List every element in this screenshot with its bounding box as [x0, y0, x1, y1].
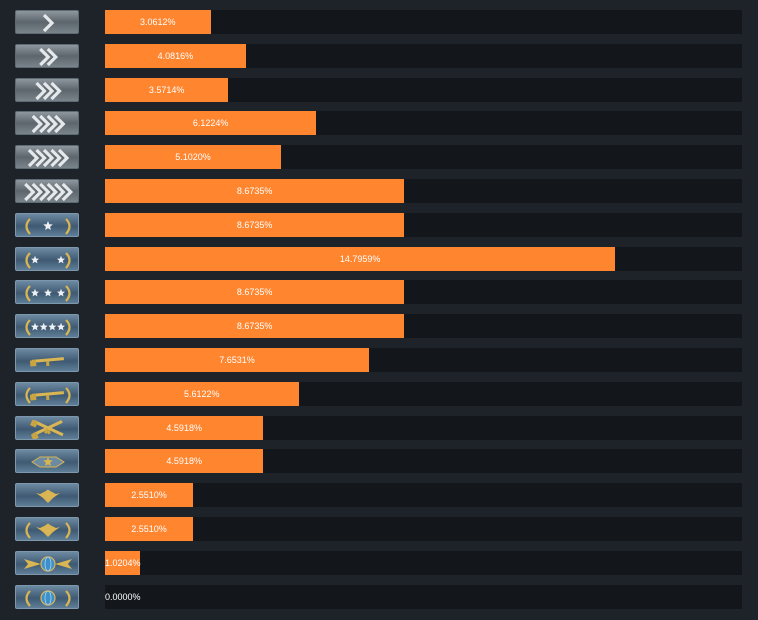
- rifle-wreath-icon: [15, 381, 79, 406]
- eagle-icon: [15, 483, 79, 508]
- globe-wreath-icon: [15, 584, 79, 609]
- bar-track: 3.0612%: [105, 10, 742, 34]
- bar-value-label: 8.6735%: [236, 321, 273, 332]
- bar-track: 4.5918%: [105, 415, 742, 440]
- rank-row: 4.5918%: [0, 449, 758, 475]
- star-2-icon: [15, 246, 79, 271]
- bar-value-label: 2.5510%: [131, 524, 167, 534]
- bar-track: 2.5510%: [105, 517, 742, 541]
- star-1-icon: [15, 212, 79, 237]
- rank-row: 8.6735%: [0, 212, 758, 239]
- rank-row: 14.7959%: [0, 246, 758, 273]
- rank-row: 5.6122%: [0, 381, 758, 408]
- rank-row: 7.6531%: [0, 348, 758, 374]
- rank-row: 2.5510%: [0, 517, 758, 543]
- bar-track: 8.6735%: [105, 280, 742, 305]
- bar: [105, 246, 616, 271]
- chevron-2-icon: [15, 43, 79, 68]
- bar-value-label: 3.0612%: [140, 17, 176, 27]
- star-emblem-icon: [15, 449, 79, 474]
- rank-row: 8.6735%: [0, 179, 758, 205]
- bar: [105, 145, 281, 170]
- bar-track: 5.6122%: [105, 381, 742, 406]
- bar: [105, 483, 193, 508]
- bar-value-label: 8.6735%: [236, 186, 273, 196]
- chevron-6-icon: [15, 179, 79, 203]
- chevron-5-icon: [15, 145, 79, 170]
- chevron-4-icon: [15, 111, 79, 136]
- bar-value-label: 4.0816%: [157, 50, 194, 61]
- rank-row: 2.5510%: [0, 483, 758, 509]
- bar: [105, 111, 317, 136]
- chevron-3-icon: [15, 77, 79, 102]
- bar: [105, 348, 369, 372]
- rank-row: 6.1224%: [0, 111, 758, 137]
- crossed-rifles-icon: [15, 415, 79, 440]
- bar: [105, 550, 141, 575]
- bar-value-label: 1.0204%: [105, 557, 141, 568]
- rank-row: 4.5918%: [0, 415, 758, 442]
- rank-row: 4.0816%: [0, 43, 758, 70]
- bar-track: 14.7959%: [105, 246, 742, 271]
- chevron-1-icon: [15, 10, 79, 34]
- winged-globe-icon: [15, 550, 79, 575]
- star-3-icon: [15, 280, 79, 305]
- bar-track: 4.0816%: [105, 43, 742, 68]
- bar-value-label: 7.6531%: [219, 355, 255, 365]
- rank-row: 3.0612%: [0, 10, 758, 36]
- bar: [105, 212, 405, 237]
- rank-row: 8.6735%: [0, 280, 758, 306]
- bar-track: 8.6735%: [105, 212, 742, 237]
- star-4-icon: [15, 314, 79, 339]
- bar-track: 6.1224%: [105, 111, 742, 136]
- bar: [105, 77, 229, 102]
- bar-track: 8.6735%: [105, 179, 742, 203]
- bar-track: 5.1020%: [105, 145, 742, 170]
- bar: [105, 280, 405, 305]
- bar-value-label: 2.5510%: [131, 490, 167, 501]
- bar-value-label: 4.5918%: [166, 422, 202, 433]
- bar: [105, 381, 299, 406]
- bar-value-label: 0.0000%: [105, 591, 141, 602]
- bar-value-label: 8.6735%: [236, 219, 273, 230]
- rank-row: 8.6735%: [0, 314, 758, 340]
- bar-track: 3.5714%: [105, 77, 742, 102]
- bar-value-label: 3.5714%: [148, 84, 185, 95]
- bar-track: 7.6531%: [105, 348, 742, 372]
- rank-row: 3.5714%: [0, 77, 758, 104]
- eagle-wreath-icon: [15, 517, 79, 541]
- bar: [105, 517, 193, 541]
- bar: [105, 43, 246, 68]
- bar-value-label: 5.1020%: [175, 152, 211, 163]
- bar: [105, 449, 264, 474]
- rank-row: 0.0000%: [0, 584, 758, 611]
- bar: [105, 415, 264, 440]
- bar: [105, 314, 405, 339]
- rank-row: 1.0204%: [0, 550, 758, 577]
- bar-track: 2.5510%: [105, 483, 742, 508]
- rifle-icon: [15, 348, 79, 372]
- bar-track: 1.0204%: [105, 550, 742, 575]
- bar-track: 0.0000%: [105, 584, 742, 609]
- bar: [105, 179, 405, 203]
- bar-value-label: 5.6122%: [184, 388, 220, 399]
- bar-value-label: 14.7959%: [339, 253, 381, 264]
- bar-track: 4.5918%: [105, 449, 742, 474]
- bar: [105, 10, 211, 34]
- rank-row: 5.1020%: [0, 145, 758, 171]
- bar-value-label: 8.6735%: [236, 287, 273, 298]
- bar-value-label: 4.5918%: [166, 456, 202, 467]
- bar-track: 8.6735%: [105, 314, 742, 339]
- bar-value-label: 6.1224%: [192, 118, 229, 129]
